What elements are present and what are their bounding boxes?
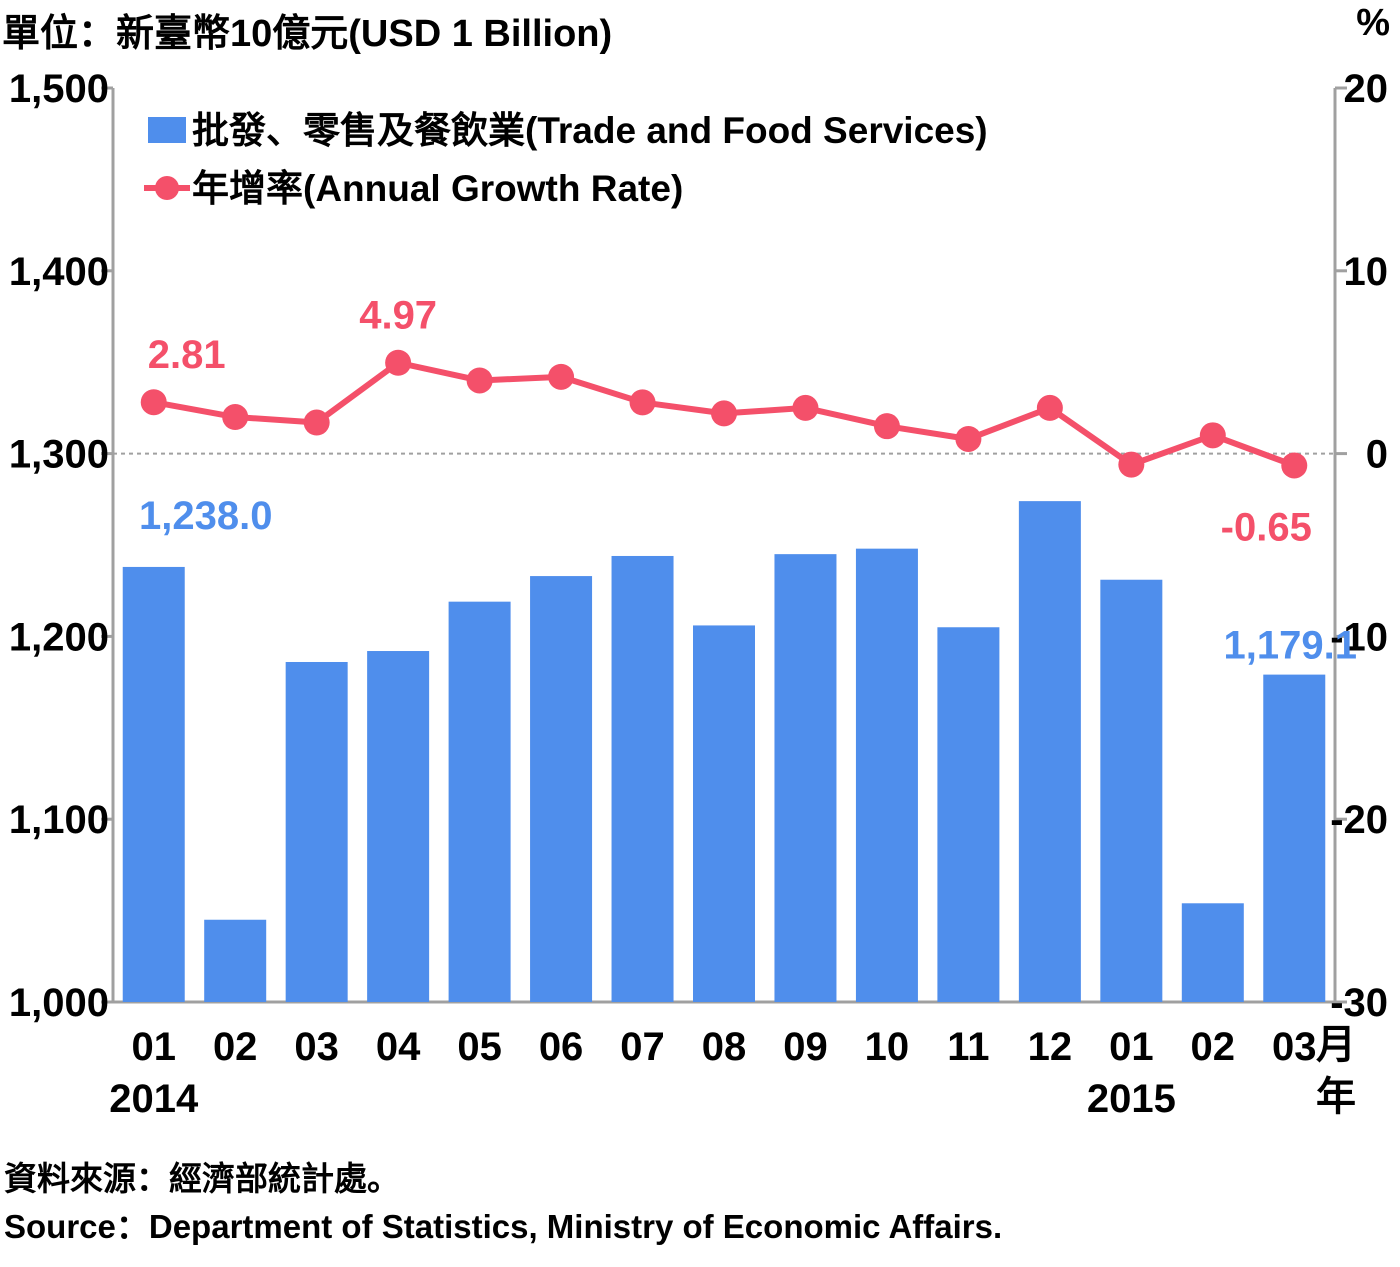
line-data-label: 2.81 bbox=[148, 333, 226, 377]
bar bbox=[1181, 903, 1244, 1002]
growth-rate-point bbox=[303, 409, 330, 436]
y-tick-label-right: -20 bbox=[1330, 798, 1388, 842]
y-tick-label-right: 10 bbox=[1344, 250, 1389, 294]
y-tick-label-left: 1,000 bbox=[9, 981, 109, 1025]
y-tick-label-left: 1,500 bbox=[9, 67, 109, 111]
y-tick-label-left: 1,400 bbox=[9, 250, 109, 294]
y-tick-label-right: -10 bbox=[1330, 615, 1388, 659]
bar bbox=[855, 548, 918, 1002]
growth-rate-point bbox=[140, 389, 167, 416]
y-tick-label-left: 1,300 bbox=[9, 433, 109, 477]
line-data-label: 4.97 bbox=[359, 294, 437, 338]
source-en: Source：Department of Statistics, Ministr… bbox=[4, 1208, 1003, 1245]
x-tick-label: 12 bbox=[1028, 1025, 1073, 1069]
x-tick-label: 02 bbox=[213, 1025, 258, 1069]
growth-rate-point bbox=[1281, 452, 1308, 479]
bar bbox=[1263, 674, 1326, 1002]
growth-rate-point bbox=[955, 425, 982, 452]
x-tick-label: 06 bbox=[539, 1025, 584, 1069]
bar bbox=[937, 627, 1000, 1002]
x-tick-label: 04 bbox=[376, 1025, 421, 1069]
y-tick-label-left: 1,200 bbox=[9, 615, 109, 659]
bar bbox=[611, 555, 674, 1002]
x-tick-label: 11 bbox=[947, 1025, 989, 1069]
y-tick-label-left: 1,100 bbox=[9, 798, 109, 842]
x-tick-label: 09 bbox=[783, 1025, 828, 1069]
x-tick-label: 08 bbox=[702, 1025, 747, 1069]
x-year-label: 2014 bbox=[109, 1077, 199, 1121]
bar bbox=[530, 576, 593, 1002]
bar bbox=[122, 566, 185, 1002]
growth-rate-point bbox=[548, 363, 575, 390]
line-data-label: -0.65 bbox=[1221, 505, 1312, 549]
growth-rate-point bbox=[629, 389, 656, 416]
growth-rate-point bbox=[385, 349, 412, 376]
x-tick-label: 07 bbox=[620, 1025, 665, 1069]
growth-rate-point bbox=[873, 413, 900, 440]
growth-rate-point bbox=[711, 400, 737, 427]
bar bbox=[1100, 579, 1163, 1002]
growth-rate-point bbox=[1199, 422, 1226, 449]
bar bbox=[1018, 501, 1081, 1002]
unit-label-right: % bbox=[1356, 2, 1390, 44]
bar-data-label: 1,179.1 bbox=[1224, 624, 1357, 668]
y-tick-label-right: 0 bbox=[1366, 433, 1388, 477]
growth-rate-point bbox=[1118, 451, 1145, 478]
bar bbox=[285, 661, 348, 1002]
x-year-label: 2015 bbox=[1087, 1077, 1176, 1121]
source-zh: 資料來源：經濟部統計處。 bbox=[4, 1160, 400, 1197]
bar bbox=[204, 919, 267, 1002]
legend-bar-swatch bbox=[148, 117, 186, 143]
y-tick-label-right: 20 bbox=[1344, 67, 1389, 111]
x-tick-label: 01 bbox=[131, 1025, 176, 1069]
bar bbox=[774, 554, 837, 1002]
growth-rate-point bbox=[222, 404, 249, 431]
x-unit-year: 年 bbox=[1316, 1075, 1356, 1119]
bar bbox=[367, 651, 430, 1002]
x-tick-label: 05 bbox=[457, 1025, 502, 1069]
growth-rate-point bbox=[1036, 394, 1063, 421]
growth-rate-point bbox=[792, 394, 819, 421]
x-unit-month: 月 bbox=[1316, 1023, 1356, 1067]
x-tick-label: 02 bbox=[1191, 1025, 1236, 1069]
bar bbox=[448, 601, 511, 1002]
x-tick-label: 03 bbox=[294, 1025, 339, 1069]
unit-label-left: 單位：新臺幣10億元(USD 1 Billion) bbox=[2, 13, 613, 55]
y-tick-label-right: -30 bbox=[1330, 981, 1388, 1025]
x-tick-label: 01 bbox=[1109, 1025, 1154, 1069]
growth-rate-point bbox=[466, 367, 493, 394]
x-tick-label: 03 bbox=[1272, 1025, 1317, 1069]
legend-bar-label: 批發、零售及餐飲業(Trade and Food Services) bbox=[192, 110, 988, 151]
legend-line-label: 年增率(Annual Growth Rate) bbox=[192, 168, 683, 209]
bar-data-label: 1,238.0 bbox=[139, 494, 272, 538]
x-tick-label: 10 bbox=[865, 1025, 910, 1069]
bar bbox=[693, 625, 755, 1002]
legend-line-marker bbox=[155, 176, 179, 200]
